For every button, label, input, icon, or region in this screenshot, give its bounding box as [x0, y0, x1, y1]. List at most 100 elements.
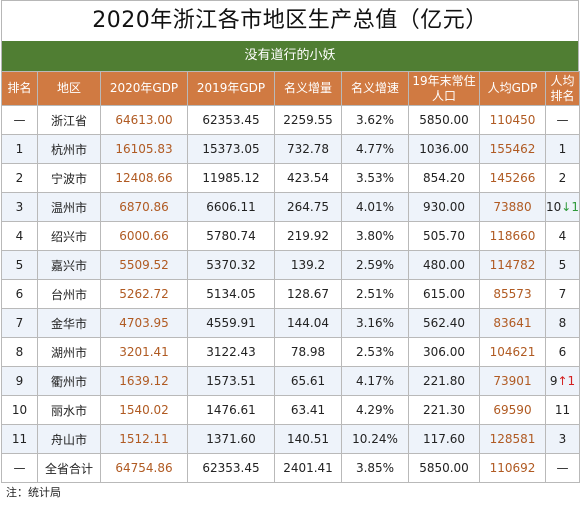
cell-population: 5850.00: [408, 453, 480, 483]
per-capita-rank-value: 2: [558, 171, 567, 185]
table-row: 8 湖州市 3201.41 3122.43 78.98 2.53% 306.00 104621…: [1, 337, 580, 367]
cell-population: 615.00: [408, 279, 480, 309]
per-capita-rank-value: 11: [554, 403, 571, 417]
cell-region: 金华市: [37, 308, 101, 338]
cell-population: 5850.00: [408, 105, 480, 135]
cell-population: 221.30: [408, 395, 480, 425]
cell-gdp-2019: 4559.91: [187, 308, 275, 338]
cell-region: 杭州市: [37, 134, 101, 164]
header-region: 地区: [37, 71, 101, 106]
per-capita-rank-value: 1: [558, 142, 567, 156]
table-header-row: 排名 地区 2020年GDP 2019年GDP 名义增量 名义增速 19年末常住…: [1, 71, 580, 106]
cell-population: 505.70: [408, 221, 480, 251]
cell-per-capita-rank: 8: [545, 308, 580, 338]
source-note: 注：统计局: [6, 486, 61, 499]
cell-population: 854.20: [408, 163, 480, 193]
cell-per-capita-rank: 7: [545, 279, 580, 309]
cell-growth: 4.77%: [341, 134, 409, 164]
cell-growth: 3.62%: [341, 105, 409, 135]
cell-per-capita: 104621: [479, 337, 546, 367]
cell-gdp-2020: 5262.72: [100, 279, 188, 309]
cell-gdp-2020: 64613.00: [100, 105, 188, 135]
cell-increase: 65.61: [274, 366, 342, 396]
cell-gdp-2019: 1371.60: [187, 424, 275, 454]
cell-rank: 8: [1, 337, 38, 367]
cell-per-capita-rank: —: [545, 105, 580, 135]
table-row: 3 温州市 6870.86 6606.11 264.75 4.01% 930.00 73880…: [1, 192, 580, 222]
cell-gdp-2019: 6606.11: [187, 192, 275, 222]
table-body: — 浙江省 64613.00 62353.45 2259.55 3.62% 5850.00 1…: [1, 105, 580, 483]
author-banner: 没有道行的小妖: [1, 41, 579, 71]
cell-increase: 423.54: [274, 163, 342, 193]
table-row: — 浙江省 64613.00 62353.45 2259.55 3.62% 5850.00 1…: [1, 105, 580, 135]
per-capita-rank-value: 9: [549, 374, 558, 388]
table-row: 7 金华市 4703.95 4559.91 144.04 3.16% 562.40 83641…: [1, 308, 580, 338]
table-row: — 全省合计 64754.86 62353.45 2401.41 3.85% 5850.00…: [1, 453, 580, 483]
cell-increase: 732.78: [274, 134, 342, 164]
cell-population: 221.80: [408, 366, 480, 396]
table-row: 11 舟山市 1512.11 1371.60 140.51 10.24% 117.60 128…: [1, 424, 580, 454]
per-capita-rank-value: 4: [558, 229, 567, 243]
cell-gdp-2020: 3201.41: [100, 337, 188, 367]
cell-increase: 219.92: [274, 221, 342, 251]
cell-increase: 144.04: [274, 308, 342, 338]
cell-growth: 4.01%: [341, 192, 409, 222]
cell-gdp-2020: 1512.11: [100, 424, 188, 454]
per-capita-rank-value: 10: [546, 200, 562, 214]
per-capita-rank-value: —: [556, 461, 569, 475]
header-population: 19年末常住人口: [408, 71, 480, 106]
cell-per-capita: 118660: [479, 221, 546, 251]
cell-gdp-2020: 1639.12: [100, 366, 188, 396]
cell-per-capita: 83641: [479, 308, 546, 338]
cell-population: 306.00: [408, 337, 480, 367]
cell-growth: 4.17%: [341, 366, 409, 396]
cell-per-capita-rank: 4: [545, 221, 580, 251]
cell-rank: —: [1, 453, 38, 483]
per-capita-rank-value: 6: [558, 345, 567, 359]
cell-increase: 264.75: [274, 192, 342, 222]
header-growth: 名义增速: [341, 71, 409, 106]
cell-growth: 2.51%: [341, 279, 409, 309]
cell-region: 舟山市: [37, 424, 101, 454]
cell-rank: 7: [1, 308, 38, 338]
cell-gdp-2019: 5780.74: [187, 221, 275, 251]
cell-region: 衢州市: [37, 366, 101, 396]
rank-up-arrow-icon: ↑1: [557, 374, 576, 388]
cell-region: 嘉兴市: [37, 250, 101, 280]
cell-increase: 2401.41: [274, 453, 342, 483]
page-title: 2020年浙江各市地区生产总值（亿元）: [1, 0, 579, 41]
cell-per-capita: 69590: [479, 395, 546, 425]
cell-gdp-2020: 12408.66: [100, 163, 188, 193]
cell-rank: 11: [1, 424, 38, 454]
cell-gdp-2019: 62353.45: [187, 453, 275, 483]
cell-gdp-2020: 5509.52: [100, 250, 188, 280]
cell-gdp-2020: 64754.86: [100, 453, 188, 483]
table-row: 5 嘉兴市 5509.52 5370.32 139.2 2.59% 480.00 114782…: [1, 250, 580, 280]
header-rank: 排名: [1, 71, 38, 106]
per-capita-rank-value: 3: [558, 432, 567, 446]
cell-growth: 10.24%: [341, 424, 409, 454]
cell-gdp-2019: 1476.61: [187, 395, 275, 425]
table-row: 10 丽水市 1540.02 1476.61 63.41 4.29% 221.30 69590…: [1, 395, 580, 425]
gdp-table: 排名 地区 2020年GDP 2019年GDP 名义增量 名义增速 19年末常住…: [1, 71, 580, 483]
cell-increase: 140.51: [274, 424, 342, 454]
cell-per-capita-rank: 9↑1: [545, 366, 580, 396]
header-gdp-2019: 2019年GDP: [187, 71, 275, 106]
header-increase: 名义增量: [274, 71, 342, 106]
cell-growth: 3.85%: [341, 453, 409, 483]
cell-rank: 1: [1, 134, 38, 164]
cell-gdp-2020: 1540.02: [100, 395, 188, 425]
cell-increase: 78.98: [274, 337, 342, 367]
cell-growth: 3.80%: [341, 221, 409, 251]
cell-per-capita: 110450: [479, 105, 546, 135]
table-row: 1 杭州市 16105.83 15373.05 732.78 4.77% 1036.00 15…: [1, 134, 580, 164]
gdp-table-document: 2020年浙江各市地区生产总值（亿元） 没有道行的小妖 排名 地区 2020年G…: [1, 0, 580, 503]
cell-gdp-2019: 15373.05: [187, 134, 275, 164]
cell-per-capita: 128581: [479, 424, 546, 454]
cell-region: 绍兴市: [37, 221, 101, 251]
cell-gdp-2019: 5370.32: [187, 250, 275, 280]
header-per-capita-rank: 人均排名: [545, 71, 580, 106]
cell-per-capita: 110692: [479, 453, 546, 483]
cell-region: 丽水市: [37, 395, 101, 425]
cell-per-capita-rank: 10↓1: [545, 192, 580, 222]
